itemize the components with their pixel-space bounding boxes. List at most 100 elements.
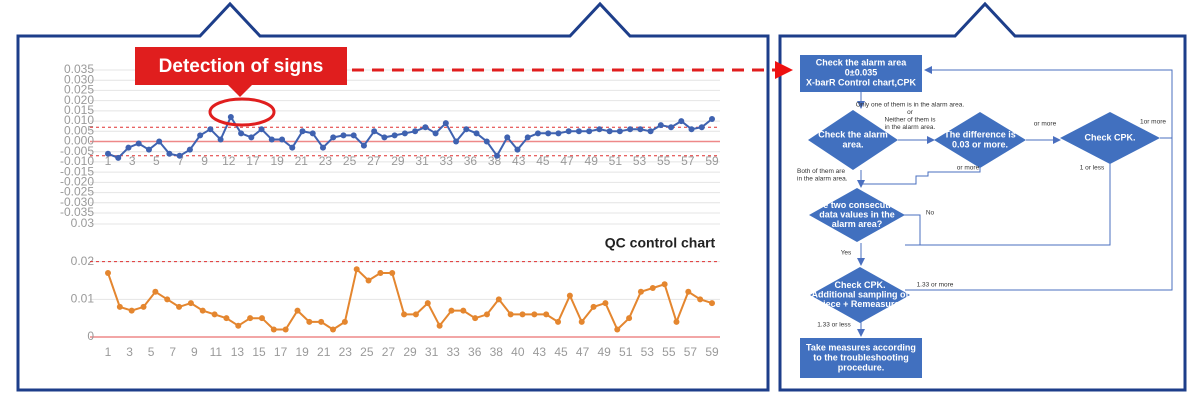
point [507, 311, 514, 318]
x-tick-label: 5 [148, 345, 155, 359]
point [128, 307, 135, 314]
edge-label: Only one of them is in the alarm area. [856, 101, 965, 108]
point [483, 311, 490, 318]
point [412, 128, 419, 135]
point [135, 140, 142, 147]
y-tick-label: -0.025 [60, 185, 94, 199]
x-tick-label: 23 [319, 154, 333, 168]
x-tick-label: 51 [619, 345, 633, 359]
point [105, 269, 111, 276]
point [235, 322, 242, 329]
point [207, 126, 214, 133]
x-tick-label: 29 [391, 154, 405, 168]
point [299, 128, 306, 135]
point [627, 126, 634, 133]
x-tick-label: 33 [440, 154, 454, 168]
node-label: Check CPK. [834, 280, 885, 290]
point [685, 288, 692, 295]
node-label: Are two consecutive [813, 200, 901, 210]
edge-label: in the alarm area. [797, 175, 848, 182]
x-tick-label: 36 [468, 345, 482, 359]
x-tick-label: 9 [201, 154, 208, 168]
point [566, 292, 573, 299]
decision [809, 188, 905, 242]
point [330, 134, 337, 141]
point [483, 138, 490, 145]
point [105, 150, 111, 157]
callout-box [135, 47, 347, 85]
point [211, 311, 218, 318]
point [289, 144, 296, 151]
y-tick-label: 0 [87, 329, 94, 343]
y-tick-label: 0.03 [71, 216, 95, 230]
edge-label: Both of them are [797, 168, 845, 175]
point [152, 288, 159, 295]
point [472, 315, 479, 322]
point [318, 318, 325, 325]
x-tick-label: 1 [105, 345, 112, 359]
y-tick-label: 0.015 [64, 103, 94, 117]
point [637, 126, 644, 133]
point [156, 138, 163, 145]
node-label: The difference is [944, 129, 1016, 139]
point [424, 300, 431, 307]
point [319, 144, 326, 151]
edge-label: Yes [841, 250, 852, 257]
x-tick-label: 45 [536, 154, 550, 168]
x-tick-label: 25 [360, 345, 374, 359]
series-line [107, 267, 713, 332]
x-tick-label: 31 [415, 154, 429, 168]
point [176, 303, 183, 310]
point [270, 326, 277, 333]
x-tick-label: 21 [295, 154, 309, 168]
point [279, 136, 286, 143]
node-label: to the troubleshooting [813, 352, 908, 362]
point [371, 128, 378, 135]
x-tick-label: 43 [533, 345, 547, 359]
node-label: data values in the [819, 209, 895, 219]
point [365, 277, 372, 284]
x-tick-label: 49 [585, 154, 599, 168]
point [350, 132, 357, 139]
y-tick-label: 0.010 [64, 113, 94, 127]
point [176, 152, 183, 159]
x-tick-label: 7 [169, 345, 176, 359]
point [637, 288, 644, 295]
point [247, 315, 254, 322]
point [697, 296, 704, 303]
edge-label: 1.33 or more [917, 282, 954, 289]
point [543, 311, 550, 318]
point [258, 126, 265, 133]
callout: Detection of signs [135, 47, 793, 127]
edge-label: 1 or less [1080, 165, 1105, 172]
point [698, 124, 705, 131]
point [432, 130, 439, 137]
chart-label: QC control chart [605, 235, 716, 251]
y-tick-label: -0.015 [60, 164, 94, 178]
flow-edges [857, 66, 1173, 337]
x-tick-label: 31 [425, 345, 439, 359]
point [668, 124, 675, 131]
point [602, 300, 609, 307]
node-label: procedure. [838, 362, 885, 372]
y-tick-label: 0.025 [64, 83, 94, 97]
point [647, 128, 654, 135]
x-tick-label: 12 [222, 154, 236, 168]
decision [808, 110, 898, 170]
point [268, 136, 275, 143]
process-box [800, 338, 922, 378]
y-tick-label: 0.02 [71, 254, 95, 268]
point [145, 146, 152, 153]
x-tick-label: 51 [609, 154, 623, 168]
node-label: Additional sampling of [812, 289, 910, 299]
x-tick-label: 43 [512, 154, 526, 168]
point [282, 326, 289, 333]
x-tick-label: 53 [633, 154, 647, 168]
process-box [800, 55, 922, 92]
point [258, 315, 265, 322]
x-tick-label: 11 [210, 345, 223, 359]
x-tick-label: 57 [681, 154, 695, 168]
point [555, 318, 562, 325]
x-tick-label: 47 [560, 154, 574, 168]
